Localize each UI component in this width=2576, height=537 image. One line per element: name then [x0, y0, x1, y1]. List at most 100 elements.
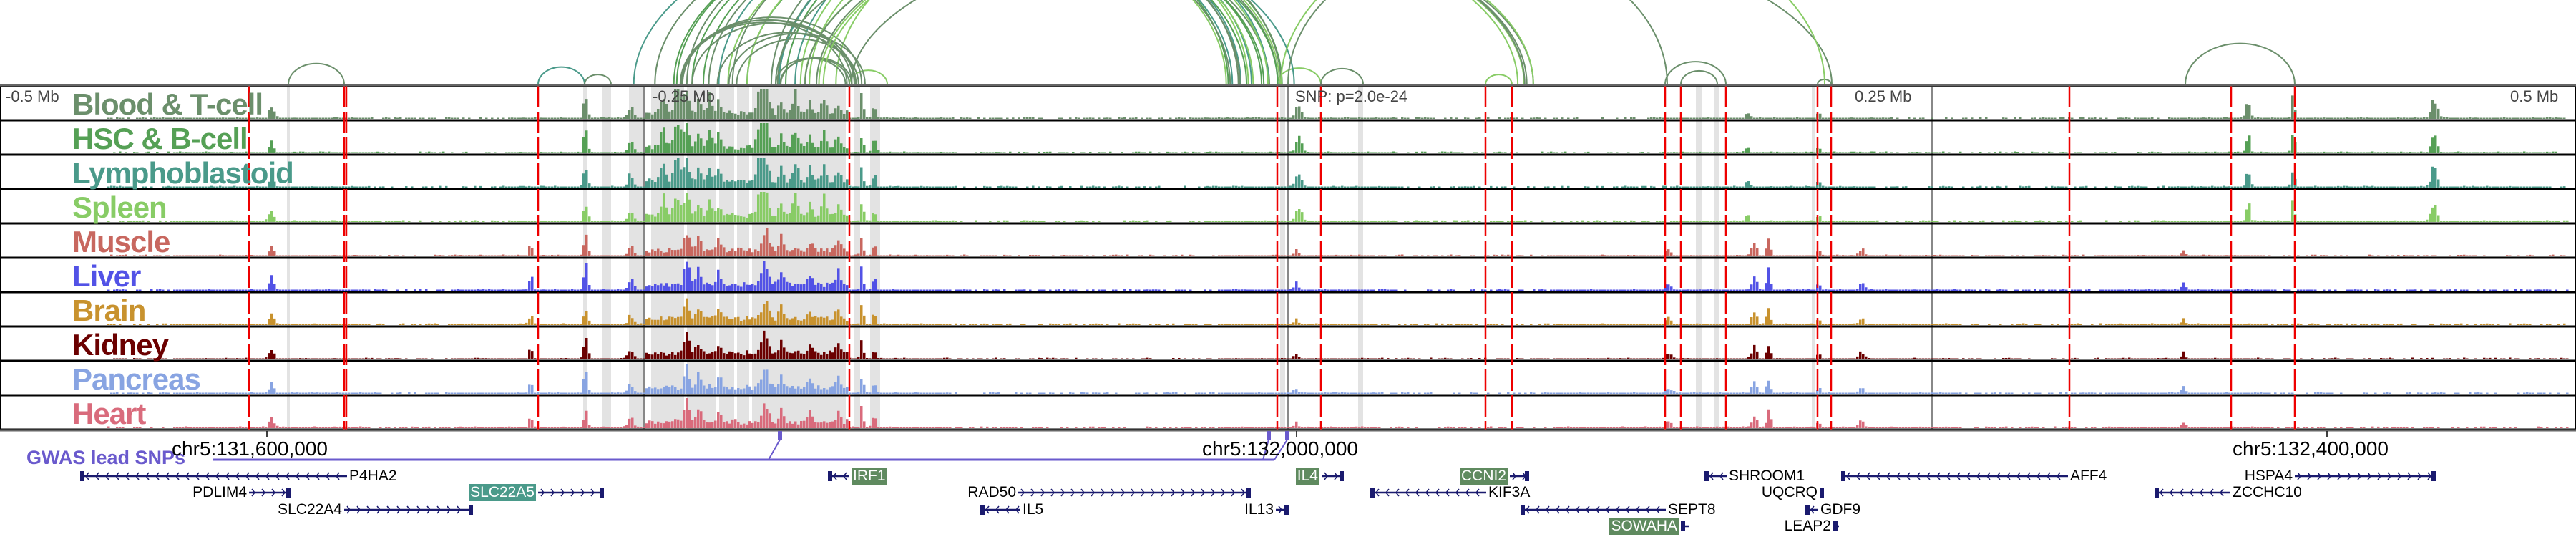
gene-model[interactable]	[1521, 505, 1666, 515]
interaction-arc	[1485, 74, 1513, 85]
strand-arrow-icon	[286, 472, 290, 480]
strand-arrow-icon	[1866, 472, 1870, 480]
gene-exon	[1521, 505, 1525, 515]
strand-arrow-icon	[1015, 505, 1020, 514]
strand-arrow-icon	[1181, 488, 1185, 497]
gene-model[interactable]	[2155, 488, 2230, 498]
gene-model[interactable]	[1820, 488, 1824, 498]
strand-arrow-icon	[1151, 488, 1155, 497]
gene-model[interactable]	[1704, 471, 1727, 481]
gene-label[interactable]: P4HA2	[349, 468, 397, 484]
gene-label[interactable]: SLC22A4	[278, 501, 342, 518]
gene-label[interactable]: LEAP2	[1784, 518, 1831, 534]
gene-model[interactable]	[1833, 521, 1839, 531]
gene-label[interactable]: AFF4	[2070, 468, 2107, 484]
gene-label[interactable]: UQCRQ	[1761, 484, 1818, 500]
strand-arrow-icon	[1201, 488, 1205, 497]
strand-arrow-icon	[2427, 472, 2431, 480]
interaction-arc	[794, 0, 1242, 85]
strand-arrow-icon	[1956, 472, 1961, 480]
gwas-snp-marker[interactable]	[778, 431, 782, 440]
gene-model[interactable]	[80, 471, 347, 481]
strand-arrow-icon	[1101, 488, 1105, 497]
strand-arrow-icon	[235, 472, 240, 480]
strand-arrow-icon	[396, 505, 401, 514]
gene-label[interactable]: RAD50	[967, 484, 1016, 500]
interaction-arc	[851, 0, 1833, 85]
gene-model[interactable]	[2295, 471, 2436, 481]
strand-arrow-icon	[2407, 472, 2411, 480]
gene-model[interactable]	[1018, 488, 1251, 498]
strand-arrow-icon	[995, 505, 1000, 514]
gene-label[interactable]: IL4	[1295, 468, 1319, 485]
strand-arrow-icon	[281, 488, 286, 497]
strand-arrow-icon	[1709, 472, 1714, 480]
signal-bars	[107, 398, 2569, 428]
gene-exon	[1820, 488, 1824, 498]
gene-model[interactable]	[1510, 471, 1529, 481]
interaction-arc	[673, 0, 1279, 85]
track-label: Blood & T-cell	[72, 87, 263, 121]
strand-arrow-icon	[261, 488, 265, 497]
signal-bars	[107, 261, 2569, 291]
gene-label[interactable]: ZCCHC10	[2233, 484, 2302, 500]
gene-label[interactable]: IL13	[1244, 501, 1274, 518]
interaction-arc	[746, 0, 1283, 85]
gene-model[interactable]	[828, 471, 849, 481]
gene-label[interactable]: HSPA4	[2244, 468, 2293, 484]
strand-arrow-icon	[1070, 488, 1075, 497]
strand-arrow-icon	[580, 488, 585, 497]
strand-arrow-icon	[2357, 472, 2361, 480]
gene-exon	[1370, 488, 1375, 498]
strand-arrow-icon	[316, 472, 320, 480]
strand-arrow-icon	[540, 488, 545, 497]
strand-arrow-icon	[1986, 472, 1991, 480]
interaction-arc	[822, 0, 1519, 85]
gene-model[interactable]	[980, 505, 1020, 515]
strand-arrow-icon	[560, 488, 565, 497]
strand-arrow-icon	[2297, 472, 2301, 480]
interaction-arc	[718, 0, 1234, 85]
strand-arrow-icon	[2016, 472, 2021, 480]
gene-label[interactable]: SHROOM1	[1729, 468, 1805, 484]
strand-arrow-icon	[306, 472, 310, 480]
strand-arrow-icon	[2210, 488, 2214, 497]
gwas-snp-marker[interactable]	[1267, 431, 1271, 440]
gene-model[interactable]	[249, 488, 291, 498]
gene-label[interactable]: SEPT8	[1668, 501, 1716, 518]
strand-arrow-icon	[2367, 472, 2371, 480]
gene-label[interactable]: CCNI2	[1459, 468, 1508, 485]
gene-model[interactable]	[1322, 471, 1344, 481]
gene-model[interactable]	[1841, 471, 2068, 481]
gene-label[interactable]: SOWAHA	[1609, 518, 1679, 535]
interaction-arc	[799, 0, 1249, 85]
interaction-arc	[691, 0, 1263, 85]
gene-label[interactable]: PDLIM4	[192, 484, 247, 500]
gene-model[interactable]	[1370, 488, 1486, 498]
gene-model[interactable]	[1805, 505, 1818, 515]
strand-arrow-icon	[346, 505, 351, 514]
gene-label[interactable]: KIF3A	[1488, 484, 1531, 500]
gene-label[interactable]: IL5	[1023, 501, 1044, 518]
strand-arrow-icon	[215, 472, 220, 480]
gene-model[interactable]	[1681, 521, 1689, 531]
strand-arrow-icon	[1080, 488, 1085, 497]
strand-arrow-icon	[1596, 505, 1600, 514]
gene-model[interactable]	[1276, 505, 1289, 515]
interaction-arc	[1277, 67, 1322, 85]
strand-arrow-icon	[1512, 472, 1516, 480]
gene-model[interactable]	[538, 488, 604, 498]
signal-bars	[107, 158, 2566, 188]
strand-arrow-icon	[1455, 488, 1460, 497]
gwas-track-label: GWAS lead SNPs	[26, 447, 186, 468]
gene-label[interactable]: IRF1	[852, 468, 887, 485]
gene-label[interactable]: SLC22A5	[469, 484, 536, 501]
strand-arrow-icon	[1191, 488, 1195, 497]
strand-arrow-icon	[1546, 505, 1550, 514]
gwas-snp-marker[interactable]	[1285, 431, 1289, 440]
strand-arrow-icon	[570, 488, 575, 497]
gene-label[interactable]: GDF9	[1820, 501, 1861, 518]
strand-arrow-icon	[1030, 488, 1035, 497]
gene-model[interactable]	[344, 505, 473, 515]
